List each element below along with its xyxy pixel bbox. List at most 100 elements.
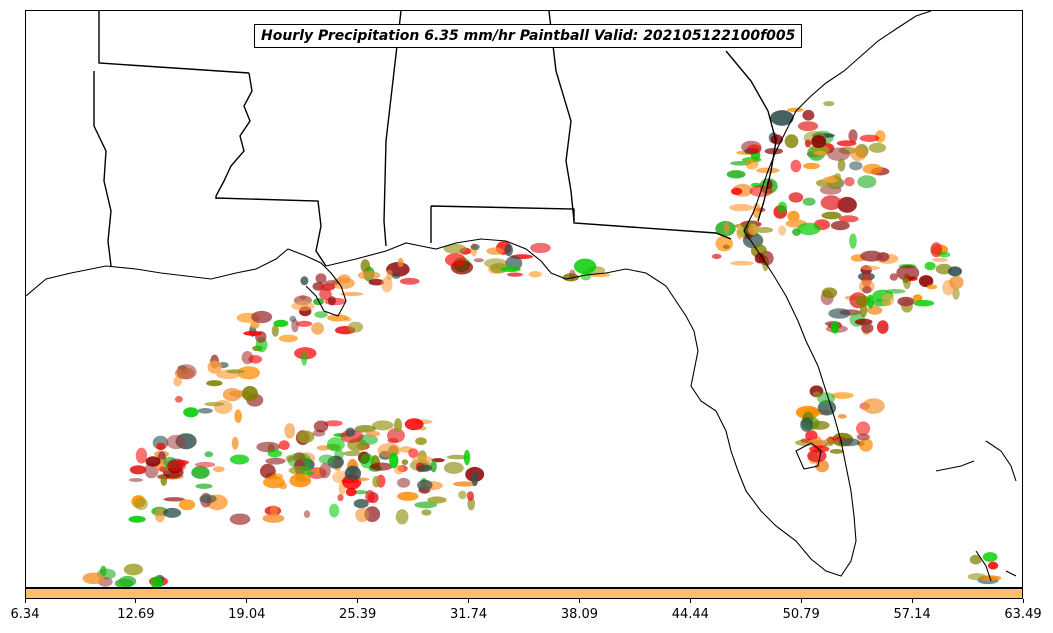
precip-blob	[327, 314, 349, 322]
precip-blob	[830, 321, 840, 334]
state-borders	[93, 11, 777, 267]
precip-blob	[404, 418, 424, 431]
precip-blob	[820, 195, 842, 211]
precip-blob	[444, 253, 466, 267]
precip-blob	[802, 197, 816, 206]
precip-blob	[370, 462, 393, 471]
precip-blob	[357, 271, 381, 280]
precip-blob	[354, 425, 376, 433]
precip-blob	[315, 273, 327, 284]
border-mississippi-river	[215, 72, 253, 199]
precip-blob	[736, 224, 743, 240]
precip-blob	[365, 490, 375, 503]
precip-blob	[301, 351, 308, 366]
precip-blob	[242, 386, 258, 402]
precip-blob	[417, 464, 433, 472]
precip-blob	[314, 311, 328, 318]
precip-blob	[278, 440, 290, 451]
colorbar-tick-mark	[246, 599, 248, 603]
precip-blob	[861, 265, 881, 271]
precip-blob	[271, 324, 279, 337]
border-fl-north	[430, 205, 732, 243]
precip-blob	[248, 355, 263, 364]
precip-blob	[311, 322, 324, 335]
precip-blob	[504, 243, 513, 257]
precip-blob	[902, 277, 910, 284]
precip-blob	[166, 434, 186, 450]
precip-blob	[926, 284, 938, 290]
precip-blob	[397, 257, 404, 268]
precip-blob	[195, 461, 216, 468]
precip-blob	[528, 271, 542, 278]
precip-blob	[234, 409, 242, 424]
precip-blob	[204, 451, 214, 458]
precip-blob	[156, 442, 166, 451]
precip-blob	[316, 445, 330, 451]
precip-blob	[580, 271, 592, 281]
precip-blob	[206, 380, 223, 387]
precip-blob	[778, 225, 786, 236]
precip-blob	[389, 452, 399, 469]
precip-blob	[345, 487, 357, 497]
colorbar-tick-label: 12.69	[117, 607, 155, 622]
precip-blob	[969, 554, 982, 565]
precip-blob	[229, 513, 251, 525]
precip-blob	[770, 110, 794, 126]
precip-blob	[150, 576, 163, 587]
precip-blob	[463, 450, 471, 466]
precip-blob	[800, 417, 813, 432]
precip-blob	[250, 321, 260, 329]
precip-blob	[251, 310, 273, 324]
colorbar-tick-mark	[1022, 599, 1024, 603]
colorbar-tick-label: 50.79	[782, 607, 820, 622]
precip-blob	[896, 265, 920, 281]
precip-blob	[860, 250, 883, 262]
precip-blob	[829, 449, 845, 454]
precip-blob	[967, 573, 987, 581]
colorbar-tick-label: 31.74	[449, 607, 488, 622]
precip-blob	[466, 491, 474, 501]
precip-blob	[913, 299, 935, 307]
precip-blob	[401, 459, 409, 466]
precip-blob	[347, 321, 364, 333]
precip-blob	[443, 243, 467, 254]
precip-blob	[802, 109, 815, 121]
precip-blob	[821, 211, 842, 220]
precip-blob	[265, 457, 286, 465]
precip-blob	[452, 481, 477, 487]
precip-blob	[856, 421, 871, 436]
precip-blob	[360, 259, 371, 273]
colorbar	[25, 588, 1023, 599]
precip-blob	[924, 261, 936, 271]
precip-blob	[833, 436, 846, 441]
precip-blob	[755, 227, 774, 233]
precip-blob	[267, 449, 283, 458]
precip-blob	[862, 398, 885, 414]
precip-blob	[507, 272, 523, 277]
precip-blob	[289, 315, 297, 323]
precip-blob	[859, 134, 880, 142]
precip-blob	[573, 258, 597, 274]
precip-blob	[296, 430, 315, 444]
precip-blob	[144, 462, 159, 479]
precip-blob	[296, 320, 313, 327]
precip-blob	[195, 483, 213, 489]
precip-blob	[458, 490, 467, 500]
precip-blob	[787, 107, 804, 113]
precip-blob	[391, 272, 401, 279]
precip-blob	[319, 462, 331, 479]
precip-blob	[723, 221, 730, 235]
precip-blob	[387, 437, 399, 444]
precip-blob	[467, 497, 476, 511]
precip-blob	[715, 235, 733, 252]
precip-blob	[191, 466, 210, 479]
precip-blob	[777, 201, 787, 214]
coastline	[26, 11, 1017, 582]
precip-blob	[938, 251, 951, 258]
precip-blob	[790, 159, 802, 173]
precip-blob	[862, 163, 883, 175]
precip-blob	[837, 414, 847, 419]
precip-blob	[500, 266, 521, 273]
precip-blob	[231, 436, 239, 450]
precip-blob	[183, 407, 199, 418]
